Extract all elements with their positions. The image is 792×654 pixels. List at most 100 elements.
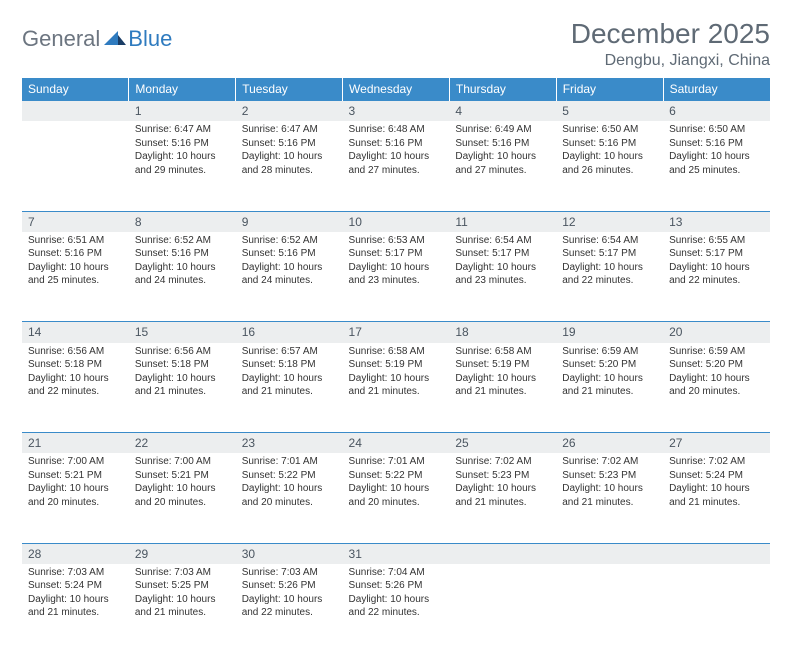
day-cell: Sunrise: 6:50 AMSunset: 5:16 PMDaylight:… [556,121,663,211]
sunset-text: Sunset: 5:24 PM [28,579,123,593]
daylight-text: Daylight: 10 hours and 20 minutes. [28,482,123,509]
header: General Blue December 2025 Dengbu, Jiang… [22,18,770,70]
daylight-text: Daylight: 10 hours and 29 minutes. [135,150,230,177]
day-cell [556,564,663,654]
title-month: December 2025 [571,18,770,50]
day-number: 23 [236,433,343,454]
day-content-row: Sunrise: 7:03 AMSunset: 5:24 PMDaylight:… [22,564,770,654]
sunset-text: Sunset: 5:18 PM [242,358,337,372]
day-number-row: 14151617181920 [22,322,770,343]
logo: General Blue [22,26,172,52]
daylight-text: Daylight: 10 hours and 20 minutes. [349,482,444,509]
daylight-text: Daylight: 10 hours and 22 minutes. [242,593,337,620]
daylight-text: Daylight: 10 hours and 26 minutes. [562,150,657,177]
sunset-text: Sunset: 5:17 PM [562,247,657,261]
sunset-text: Sunset: 5:16 PM [242,137,337,151]
sunrise-text: Sunrise: 7:02 AM [562,455,657,469]
day-cell: Sunrise: 7:04 AMSunset: 5:26 PMDaylight:… [343,564,450,654]
col-thursday: Thursday [449,78,556,101]
daylight-text: Daylight: 10 hours and 21 minutes. [135,372,230,399]
day-number: 10 [343,211,450,232]
day-cell: Sunrise: 7:03 AMSunset: 5:26 PMDaylight:… [236,564,343,654]
sunset-text: Sunset: 5:16 PM [135,247,230,261]
day-cell: Sunrise: 6:54 AMSunset: 5:17 PMDaylight:… [556,232,663,322]
day-number-row: 123456 [22,101,770,122]
day-cell: Sunrise: 6:56 AMSunset: 5:18 PMDaylight:… [129,343,236,433]
sunset-text: Sunset: 5:16 PM [669,137,764,151]
day-number: 14 [22,322,129,343]
col-wednesday: Wednesday [343,78,450,101]
day-number [449,543,556,564]
col-friday: Friday [556,78,663,101]
day-number-row: 21222324252627 [22,433,770,454]
day-number: 8 [129,211,236,232]
daylight-text: Daylight: 10 hours and 28 minutes. [242,150,337,177]
sunrise-text: Sunrise: 6:51 AM [28,234,123,248]
sunset-text: Sunset: 5:26 PM [242,579,337,593]
sunrise-text: Sunrise: 6:55 AM [669,234,764,248]
daylight-text: Daylight: 10 hours and 20 minutes. [135,482,230,509]
sunset-text: Sunset: 5:16 PM [562,137,657,151]
day-content-row: Sunrise: 6:51 AMSunset: 5:16 PMDaylight:… [22,232,770,322]
day-cell: Sunrise: 6:53 AMSunset: 5:17 PMDaylight:… [343,232,450,322]
day-cell: Sunrise: 6:59 AMSunset: 5:20 PMDaylight:… [556,343,663,433]
sunset-text: Sunset: 5:17 PM [455,247,550,261]
day-cell: Sunrise: 7:01 AMSunset: 5:22 PMDaylight:… [343,453,450,543]
day-cell: Sunrise: 6:59 AMSunset: 5:20 PMDaylight:… [663,343,770,433]
day-number: 16 [236,322,343,343]
weekday-header-row: Sunday Monday Tuesday Wednesday Thursday… [22,78,770,101]
day-cell: Sunrise: 6:57 AMSunset: 5:18 PMDaylight:… [236,343,343,433]
sunset-text: Sunset: 5:25 PM [135,579,230,593]
day-cell: Sunrise: 7:02 AMSunset: 5:24 PMDaylight:… [663,453,770,543]
sunrise-text: Sunrise: 7:00 AM [135,455,230,469]
sunrise-text: Sunrise: 6:57 AM [242,345,337,359]
col-saturday: Saturday [663,78,770,101]
daylight-text: Daylight: 10 hours and 22 minutes. [349,593,444,620]
sunrise-text: Sunrise: 6:53 AM [349,234,444,248]
day-cell: Sunrise: 6:52 AMSunset: 5:16 PMDaylight:… [236,232,343,322]
day-number: 22 [129,433,236,454]
sunset-text: Sunset: 5:18 PM [28,358,123,372]
daylight-text: Daylight: 10 hours and 21 minutes. [28,593,123,620]
daylight-text: Daylight: 10 hours and 27 minutes. [455,150,550,177]
day-number: 17 [343,322,450,343]
day-cell: Sunrise: 6:51 AMSunset: 5:16 PMDaylight:… [22,232,129,322]
sunrise-text: Sunrise: 6:54 AM [455,234,550,248]
day-number [663,543,770,564]
col-sunday: Sunday [22,78,129,101]
sunset-text: Sunset: 5:24 PM [669,469,764,483]
daylight-text: Daylight: 10 hours and 23 minutes. [455,261,550,288]
sunset-text: Sunset: 5:20 PM [669,358,764,372]
sunrise-text: Sunrise: 6:58 AM [349,345,444,359]
day-number [22,101,129,122]
day-number: 24 [343,433,450,454]
day-number: 20 [663,322,770,343]
sunset-text: Sunset: 5:16 PM [455,137,550,151]
day-number: 1 [129,101,236,122]
sunrise-text: Sunrise: 7:01 AM [242,455,337,469]
sunset-text: Sunset: 5:19 PM [349,358,444,372]
calendar-table: Sunday Monday Tuesday Wednesday Thursday… [22,78,770,654]
logo-text-blue: Blue [128,26,172,52]
day-cell: Sunrise: 6:55 AMSunset: 5:17 PMDaylight:… [663,232,770,322]
day-cell [663,564,770,654]
daylight-text: Daylight: 10 hours and 24 minutes. [135,261,230,288]
day-number: 3 [343,101,450,122]
daylight-text: Daylight: 10 hours and 21 minutes. [562,482,657,509]
day-number: 12 [556,211,663,232]
sunrise-text: Sunrise: 6:47 AM [135,123,230,137]
day-number: 2 [236,101,343,122]
daylight-text: Daylight: 10 hours and 27 minutes. [349,150,444,177]
logo-triangle-icon [104,29,126,50]
day-number: 7 [22,211,129,232]
day-number: 13 [663,211,770,232]
sunrise-text: Sunrise: 7:01 AM [349,455,444,469]
daylight-text: Daylight: 10 hours and 22 minutes. [562,261,657,288]
day-number: 21 [22,433,129,454]
sunrise-text: Sunrise: 6:52 AM [242,234,337,248]
daylight-text: Daylight: 10 hours and 22 minutes. [28,372,123,399]
daylight-text: Daylight: 10 hours and 25 minutes. [28,261,123,288]
day-number-row: 78910111213 [22,211,770,232]
day-cell: Sunrise: 6:52 AMSunset: 5:16 PMDaylight:… [129,232,236,322]
sunset-text: Sunset: 5:16 PM [349,137,444,151]
